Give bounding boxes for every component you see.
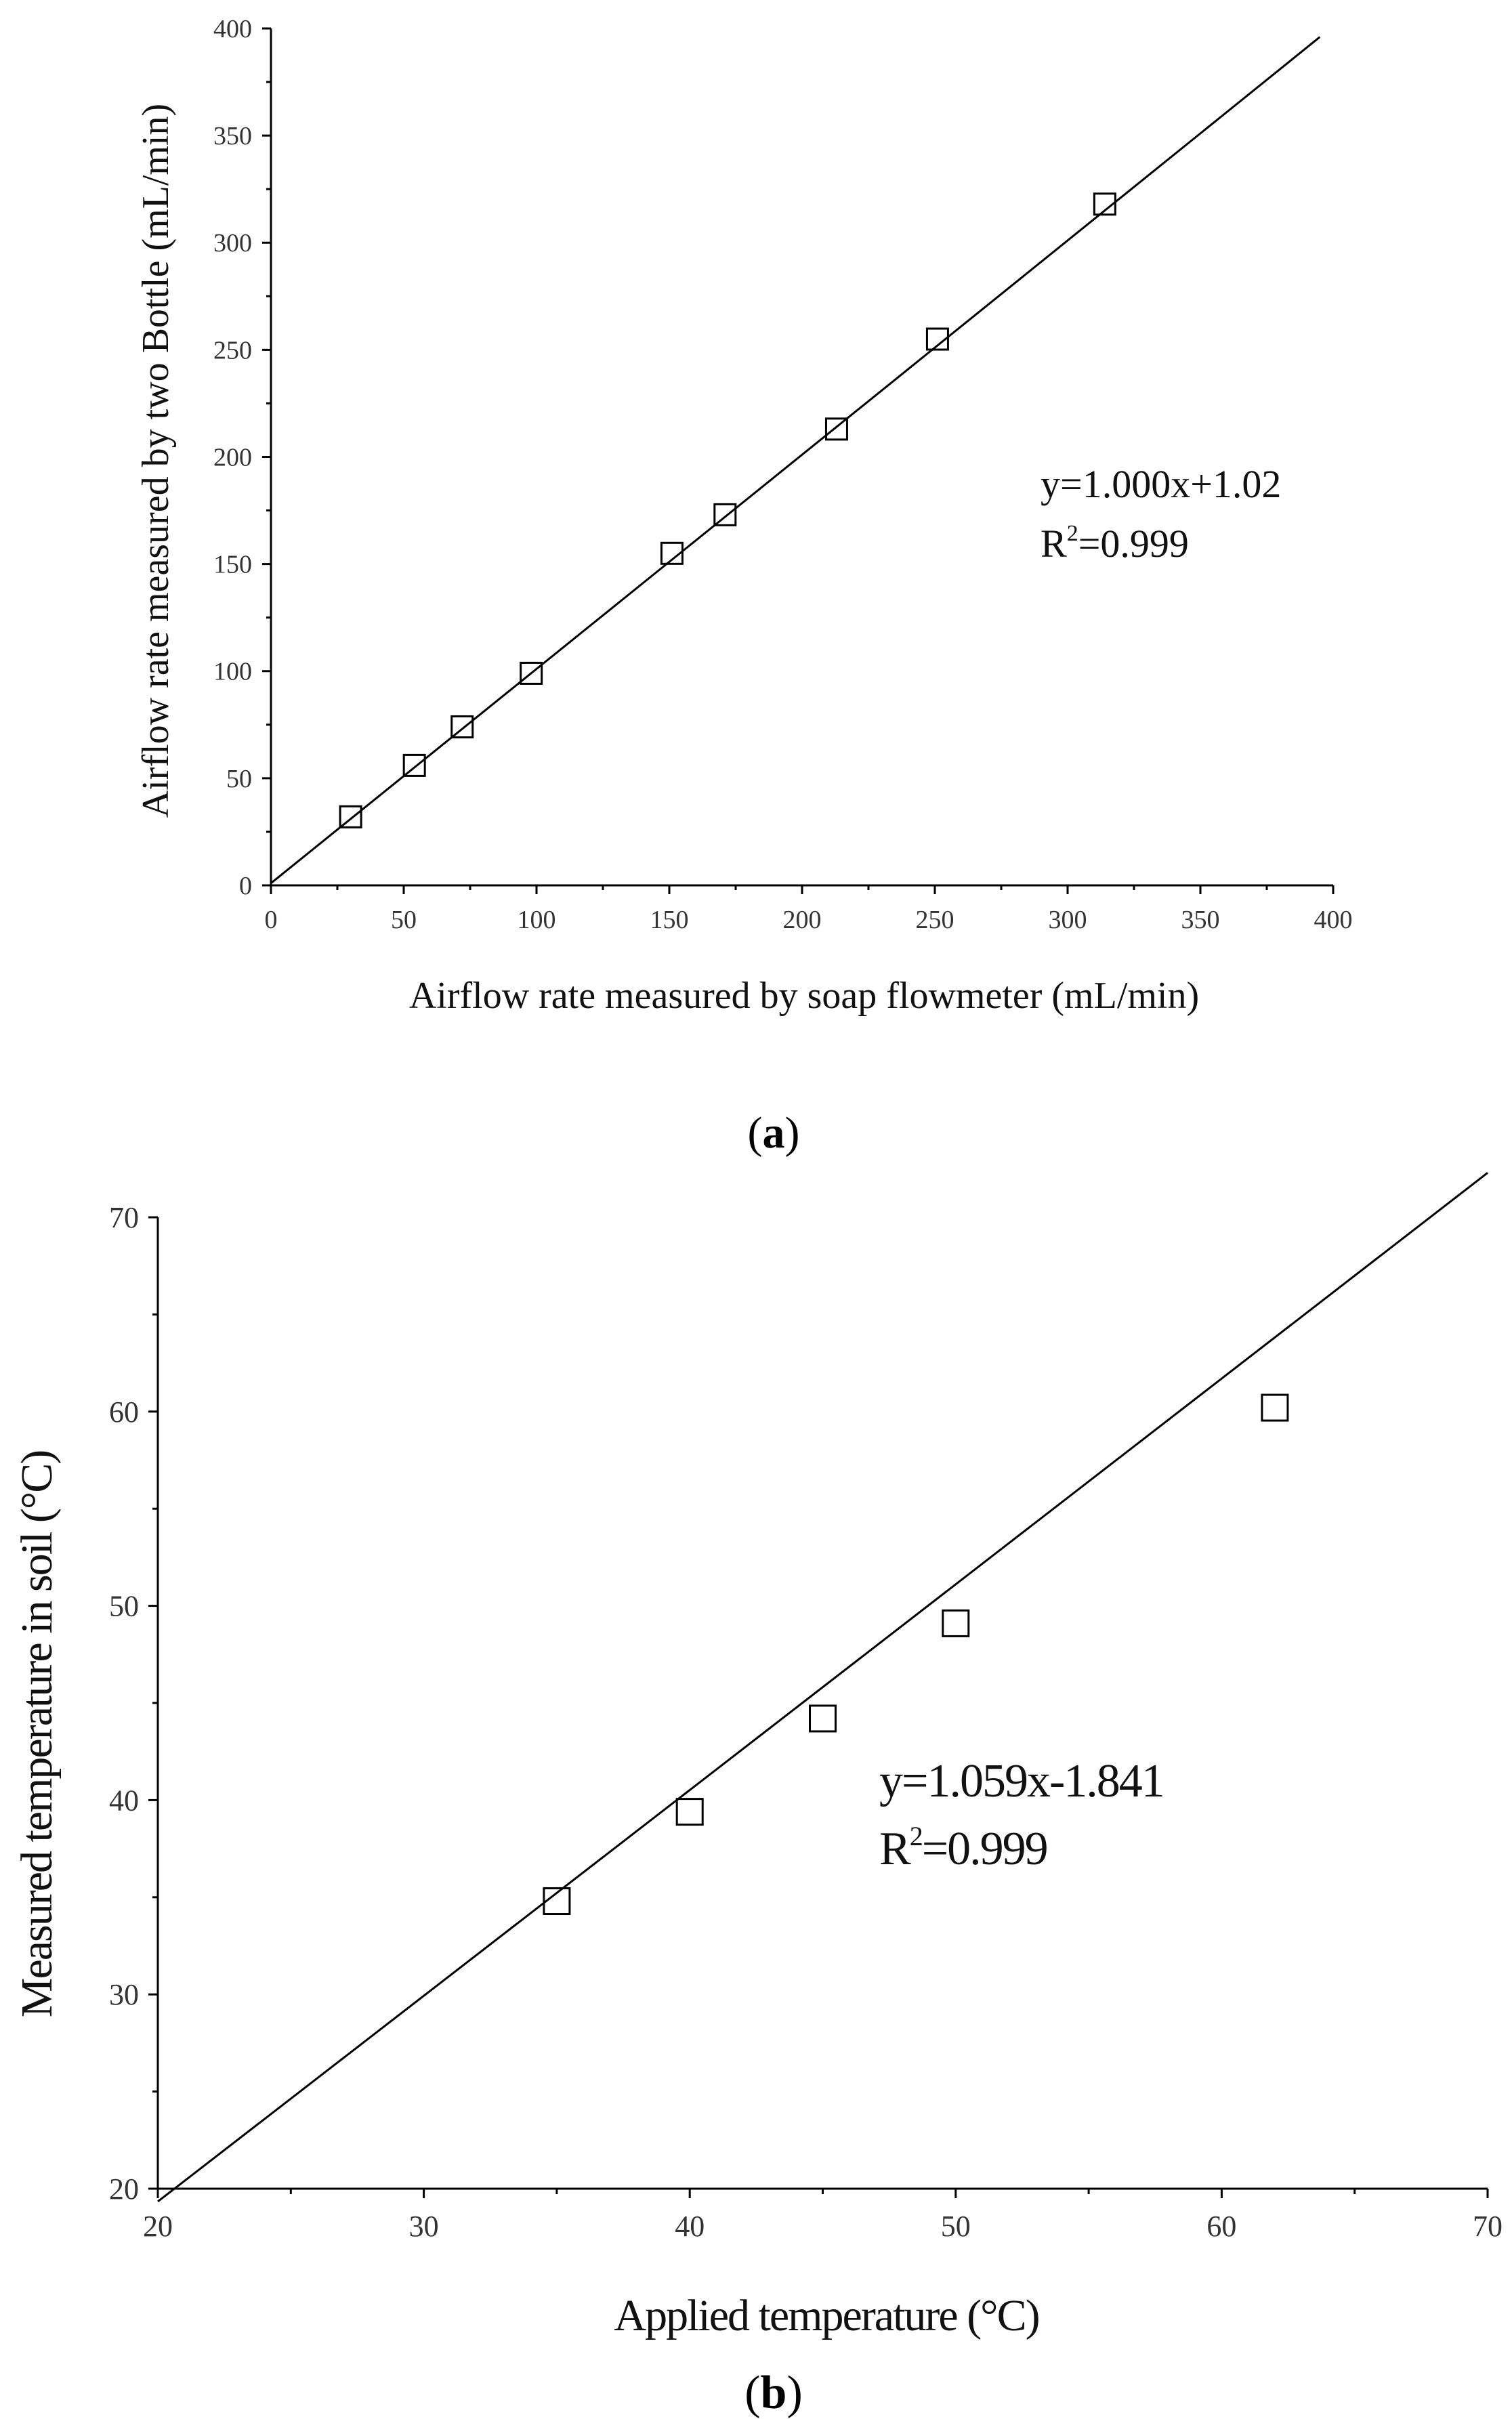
panel-a-y-tick-label: 100 bbox=[213, 658, 252, 686]
panel-a-r2-value: =0.999 bbox=[1078, 522, 1189, 566]
panel-a-y-tick-label: 50 bbox=[226, 765, 252, 793]
panel-a-x-tick-label: 350 bbox=[1181, 906, 1220, 934]
panel-b-caption-close: ) bbox=[786, 2367, 802, 2419]
panel-a-caption-close: ) bbox=[785, 1108, 800, 1158]
panel-b-y-tick-label: 50 bbox=[109, 1590, 139, 1623]
panel-a-data-point-1 bbox=[339, 805, 362, 828]
panel-a-y-ticks: 0 50 100 150 200 250 300 350 400 bbox=[213, 15, 271, 900]
panel-a-equation: y=1.000x+1.02 bbox=[1041, 462, 1281, 506]
panel-a-r2: R2=0.999 bbox=[1041, 521, 1189, 566]
panel-b-x-tick-label: 30 bbox=[409, 2210, 439, 2243]
panel-b-data-point-4 bbox=[942, 1609, 970, 1637]
panel-a-r2-prefix: R bbox=[1041, 522, 1067, 566]
panel-a-y-tick-label: 150 bbox=[213, 551, 252, 579]
panel-a-data-point-8 bbox=[925, 327, 949, 351]
panel-a-r2-sup: 2 bbox=[1067, 521, 1078, 546]
panel-a: 0 50 100 150 200 250 300 350 400 0 50 100 150 200 250… bbox=[135, 15, 1353, 1158]
panel-a-x-tick-label: 200 bbox=[783, 906, 822, 934]
panel-a-axes bbox=[270, 28, 1333, 887]
panel-a-x-tick-label: 250 bbox=[916, 906, 954, 934]
panel-a-x-tick-label: 0 bbox=[265, 906, 278, 934]
panel-b-y-tick-label: 40 bbox=[109, 1784, 139, 1817]
panel-b-x-tick-label: 60 bbox=[1206, 2210, 1236, 2243]
panel-b-x-tick-label: 40 bbox=[675, 2210, 705, 2243]
panel-a-data-point-2 bbox=[402, 753, 426, 777]
panel-b-caption-open: ( bbox=[744, 2367, 760, 2419]
panel-a-x-tick-label: 50 bbox=[391, 906, 417, 934]
panel-b-caption-letter: b bbox=[761, 2367, 787, 2419]
panel-b-data-point-3 bbox=[809, 1704, 837, 1733]
panel-a-x-tick-label: 150 bbox=[650, 906, 689, 934]
panel-b-r2: R2=0.999 bbox=[879, 1821, 1047, 1875]
panel-b-x-ticks: 20 30 40 50 60 70 bbox=[143, 2189, 1503, 2243]
panel-b-y-tick-label: 30 bbox=[109, 1978, 139, 2011]
panel-b-y-tick-label: 70 bbox=[109, 1201, 139, 1234]
panel-a-y-tick-label: 0 bbox=[239, 872, 252, 900]
panel-b-fit-line bbox=[157, 1172, 1488, 2203]
panel-b-r2-sup: 2 bbox=[910, 1821, 922, 1851]
panel-a-data-point-3 bbox=[450, 715, 474, 738]
panel-a-caption-letter: a bbox=[763, 1108, 785, 1158]
panel-a-data-point-5 bbox=[660, 541, 684, 565]
panel-a-caption: (a) bbox=[748, 1108, 800, 1158]
panel-a-caption-open: ( bbox=[748, 1108, 763, 1158]
panel-b-x-axis-title: Applied temperature (°C) bbox=[614, 2291, 1038, 2340]
panel-b-equation: y=1.059x-1.841 bbox=[879, 1755, 1164, 1807]
panel-b-y-tick-label: 20 bbox=[109, 2172, 139, 2206]
panel-b: 20 30 40 50 60 70 20 30 40 50 60 70 Applied temper… bbox=[12, 1172, 1503, 2419]
panel-b-data-point-1 bbox=[543, 1887, 571, 1916]
panel-b-axes bbox=[156, 1217, 1488, 2190]
panel-a-x-tick-label: 100 bbox=[518, 906, 556, 934]
panel-b-points bbox=[543, 1393, 1289, 1916]
panel-a-y-axis-title: Airflow rate measured by two Bottle (mL/… bbox=[135, 104, 177, 818]
panel-b-data-point-2 bbox=[675, 1798, 704, 1826]
panel-a-data-point-9 bbox=[1093, 192, 1116, 216]
panel-b-y-tick-label: 60 bbox=[109, 1395, 139, 1429]
panel-a-data-point-7 bbox=[824, 417, 848, 441]
panel-b-x-tick-label: 70 bbox=[1473, 2210, 1503, 2243]
panel-a-fit-line bbox=[270, 36, 1321, 884]
panel-a-y-tick-label: 400 bbox=[213, 15, 252, 43]
panel-a-fit-line-group bbox=[270, 36, 1321, 884]
panel-b-r2-prefix: R bbox=[879, 1823, 911, 1875]
panel-b-y-ticks: 20 30 40 50 60 70 bbox=[109, 1201, 158, 2206]
panel-a-y-tick-label: 300 bbox=[213, 229, 252, 257]
panel-b-y-axis-title: Measured temperature in soil (°C) bbox=[12, 1451, 62, 2017]
panel-b-data-point-5 bbox=[1261, 1393, 1289, 1422]
panel-a-data-point-6 bbox=[713, 503, 737, 526]
panel-b-x-tick-label: 50 bbox=[941, 2210, 971, 2243]
panel-b-r2-value: =0.999 bbox=[922, 1823, 1047, 1875]
panel-a-x-axis-title: Airflow rate measured by soap flowmeter … bbox=[409, 975, 1199, 1017]
panel-a-data-point-4 bbox=[520, 661, 543, 685]
panel-a-y-tick-label: 350 bbox=[213, 122, 252, 150]
panel-a-x-tick-label: 400 bbox=[1314, 906, 1353, 934]
panel-b-caption: (b) bbox=[744, 2367, 803, 2419]
panel-b-fit-line-group bbox=[157, 1172, 1488, 2203]
panel-a-x-ticks: 0 50 100 150 200 250 300 350 400 bbox=[265, 885, 1353, 934]
panel-b-x-tick-label: 20 bbox=[143, 2210, 173, 2243]
panel-a-points bbox=[339, 192, 1116, 828]
panel-a-y-tick-label: 200 bbox=[213, 443, 252, 471]
panel-a-y-tick-label: 250 bbox=[213, 336, 252, 364]
panel-a-x-tick-label: 300 bbox=[1049, 906, 1087, 934]
